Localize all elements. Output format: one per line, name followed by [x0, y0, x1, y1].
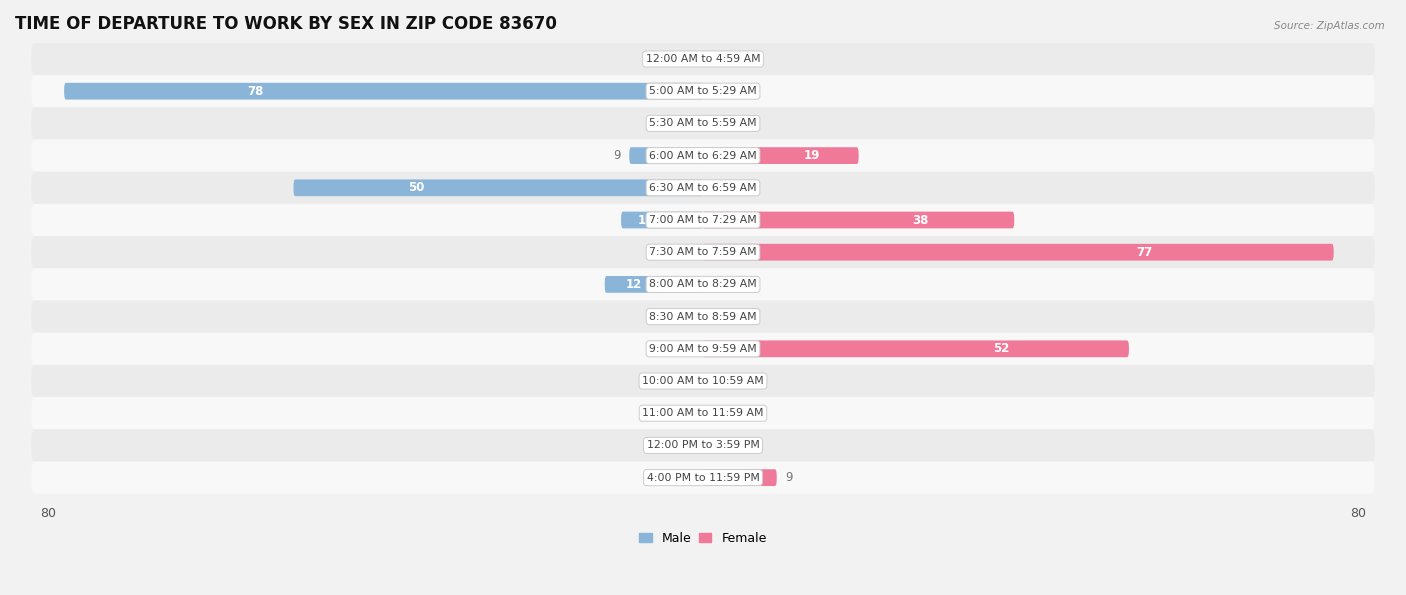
Text: 52: 52 [993, 342, 1010, 355]
FancyBboxPatch shape [294, 180, 703, 196]
Text: 0: 0 [716, 374, 723, 387]
FancyBboxPatch shape [703, 244, 1334, 261]
Text: 0: 0 [716, 117, 723, 130]
Text: 50: 50 [408, 181, 425, 195]
Text: 12:00 AM to 4:59 AM: 12:00 AM to 4:59 AM [645, 54, 761, 64]
Text: 0: 0 [683, 117, 690, 130]
Text: 0: 0 [683, 310, 690, 323]
Text: 10: 10 [637, 214, 654, 227]
Text: 5:00 AM to 5:29 AM: 5:00 AM to 5:29 AM [650, 86, 756, 96]
FancyBboxPatch shape [65, 83, 703, 99]
FancyBboxPatch shape [703, 212, 1014, 228]
Text: 9: 9 [785, 471, 793, 484]
Text: 0: 0 [683, 52, 690, 65]
Text: 12:00 PM to 3:59 PM: 12:00 PM to 3:59 PM [647, 440, 759, 450]
Text: 77: 77 [1136, 246, 1153, 259]
Text: 6:30 AM to 6:59 AM: 6:30 AM to 6:59 AM [650, 183, 756, 193]
Text: 12: 12 [626, 278, 643, 291]
FancyBboxPatch shape [31, 204, 1375, 236]
Text: 0: 0 [716, 181, 723, 195]
Text: 7:30 AM to 7:59 AM: 7:30 AM to 7:59 AM [650, 247, 756, 257]
FancyBboxPatch shape [703, 340, 1129, 357]
FancyBboxPatch shape [630, 147, 703, 164]
Text: 8:30 AM to 8:59 AM: 8:30 AM to 8:59 AM [650, 312, 756, 322]
FancyBboxPatch shape [31, 430, 1375, 462]
Text: Source: ZipAtlas.com: Source: ZipAtlas.com [1274, 21, 1385, 31]
FancyBboxPatch shape [31, 462, 1375, 494]
Text: 8:00 AM to 8:29 AM: 8:00 AM to 8:29 AM [650, 280, 756, 289]
Text: 4:00 PM to 11:59 PM: 4:00 PM to 11:59 PM [647, 472, 759, 483]
Text: 11:00 AM to 11:59 AM: 11:00 AM to 11:59 AM [643, 408, 763, 418]
FancyBboxPatch shape [31, 75, 1375, 107]
Text: 0: 0 [683, 471, 690, 484]
FancyBboxPatch shape [31, 172, 1375, 204]
FancyBboxPatch shape [31, 236, 1375, 268]
Text: 0: 0 [683, 342, 690, 355]
Text: 0: 0 [716, 278, 723, 291]
Text: 10:00 AM to 10:59 AM: 10:00 AM to 10:59 AM [643, 376, 763, 386]
FancyBboxPatch shape [621, 212, 703, 228]
Text: 0: 0 [683, 439, 690, 452]
FancyBboxPatch shape [31, 107, 1375, 139]
Text: 9:00 AM to 9:59 AM: 9:00 AM to 9:59 AM [650, 344, 756, 354]
Text: 0: 0 [716, 310, 723, 323]
Text: 0: 0 [716, 52, 723, 65]
FancyBboxPatch shape [31, 397, 1375, 430]
Text: 7:00 AM to 7:29 AM: 7:00 AM to 7:29 AM [650, 215, 756, 225]
FancyBboxPatch shape [31, 365, 1375, 397]
Text: 0: 0 [716, 439, 723, 452]
Text: 0: 0 [683, 246, 690, 259]
Text: 0: 0 [683, 407, 690, 419]
Text: 19: 19 [804, 149, 820, 162]
FancyBboxPatch shape [703, 469, 776, 486]
FancyBboxPatch shape [31, 300, 1375, 333]
FancyBboxPatch shape [31, 43, 1375, 75]
FancyBboxPatch shape [703, 147, 859, 164]
Text: 9: 9 [613, 149, 621, 162]
FancyBboxPatch shape [31, 333, 1375, 365]
Text: 0: 0 [683, 374, 690, 387]
Text: TIME OF DEPARTURE TO WORK BY SEX IN ZIP CODE 83670: TIME OF DEPARTURE TO WORK BY SEX IN ZIP … [15, 15, 557, 33]
FancyBboxPatch shape [31, 139, 1375, 172]
Text: 78: 78 [247, 84, 264, 98]
Text: 5:30 AM to 5:59 AM: 5:30 AM to 5:59 AM [650, 118, 756, 129]
FancyBboxPatch shape [31, 268, 1375, 300]
Text: 38: 38 [912, 214, 929, 227]
Text: 0: 0 [716, 407, 723, 419]
Text: 0: 0 [716, 84, 723, 98]
Legend: Male, Female: Male, Female [634, 527, 772, 550]
Text: 6:00 AM to 6:29 AM: 6:00 AM to 6:29 AM [650, 151, 756, 161]
FancyBboxPatch shape [605, 276, 703, 293]
